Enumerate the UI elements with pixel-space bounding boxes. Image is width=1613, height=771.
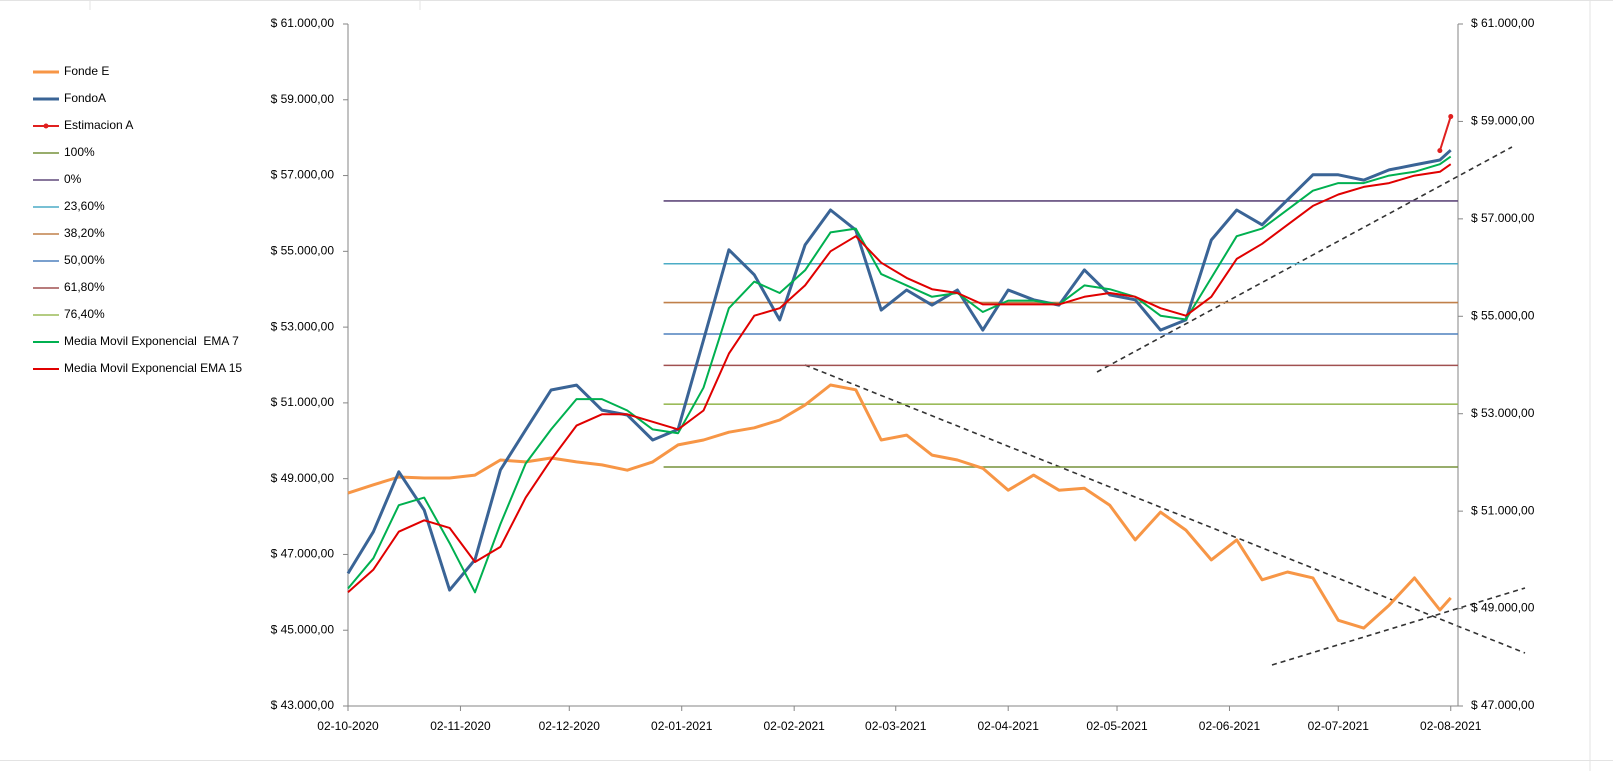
y2-tick-label: $ 53.000,00	[1471, 406, 1535, 420]
x-tick-label: 02-01-2021	[651, 719, 713, 733]
trend-line	[804, 364, 1526, 654]
y-tick-label: $ 43.000,00	[271, 698, 335, 712]
y2-tick-label: $ 61.000,00	[1471, 16, 1535, 30]
y-tick-label: $ 61.000,00	[271, 16, 335, 30]
legend-label: Media Movil Exponencial EMA 7	[64, 334, 239, 348]
x-tick-label: 02-06-2021	[1199, 719, 1261, 733]
y-tick-label: $ 53.000,00	[271, 319, 335, 333]
x-tick-label: 02-11-2020	[430, 719, 491, 733]
y2-tick-label: $ 47.000,00	[1471, 698, 1535, 712]
y2-tick-label: $ 51.000,00	[1471, 503, 1535, 517]
series-line	[347, 163, 1452, 594]
legend-label: 23,60%	[64, 199, 105, 213]
legend-label: 0%	[64, 172, 82, 186]
legend-marker	[43, 123, 49, 129]
legend-label: 100%	[64, 145, 95, 159]
series-line	[347, 155, 1452, 594]
y-tick-label: $ 55.000,00	[271, 244, 335, 258]
y2-tick-label: $ 49.000,00	[1471, 601, 1535, 615]
series-marker	[1437, 148, 1443, 154]
trend-lines	[804, 146, 1526, 666]
legend-label: FondoA	[64, 91, 106, 105]
x-tick-label: 02-04-2021	[978, 719, 1040, 733]
trend-line	[1271, 587, 1526, 666]
y-tick-label: $ 47.000,00	[271, 547, 335, 561]
y-tick-label: $ 59.000,00	[271, 92, 335, 106]
series-line	[347, 383, 1452, 630]
x-tick-label: 02-12-2020	[539, 719, 601, 733]
y2-tick-label: $ 55.000,00	[1471, 308, 1535, 322]
x-tick-label: 02-10-2020	[317, 719, 379, 733]
legend-label: Media Movil Exponencial EMA 15	[64, 361, 242, 375]
x-tick-label: 02-07-2021	[1308, 719, 1370, 733]
trend-line	[1096, 146, 1513, 373]
y2-tick-label: $ 57.000,00	[1471, 211, 1535, 225]
legend-label: 38,20%	[64, 226, 105, 240]
x-tick-label: 02-05-2021	[1086, 719, 1148, 733]
legend-label: Estimacion A	[64, 118, 133, 132]
legend-label: Fonde E	[64, 64, 109, 78]
legend-label: 61,80%	[64, 280, 105, 294]
y-tick-label: $ 49.000,00	[271, 471, 335, 485]
series-line	[1438, 116, 1452, 152]
x-tick-label: 02-02-2021	[763, 719, 825, 733]
y-tick-label: $ 57.000,00	[271, 168, 335, 182]
y2-tick-label: $ 59.000,00	[1471, 114, 1535, 128]
series-line	[346, 149, 1452, 592]
legend-label: 50,00%	[64, 253, 105, 267]
y-tick-label: $ 51.000,00	[271, 395, 335, 409]
legend-label: 76,40%	[64, 307, 105, 321]
x-tick-label: 02-08-2021	[1420, 719, 1482, 733]
series-marker	[1448, 114, 1454, 120]
y-tick-label: $ 45.000,00	[271, 622, 335, 636]
x-tick-label: 02-03-2021	[865, 719, 927, 733]
